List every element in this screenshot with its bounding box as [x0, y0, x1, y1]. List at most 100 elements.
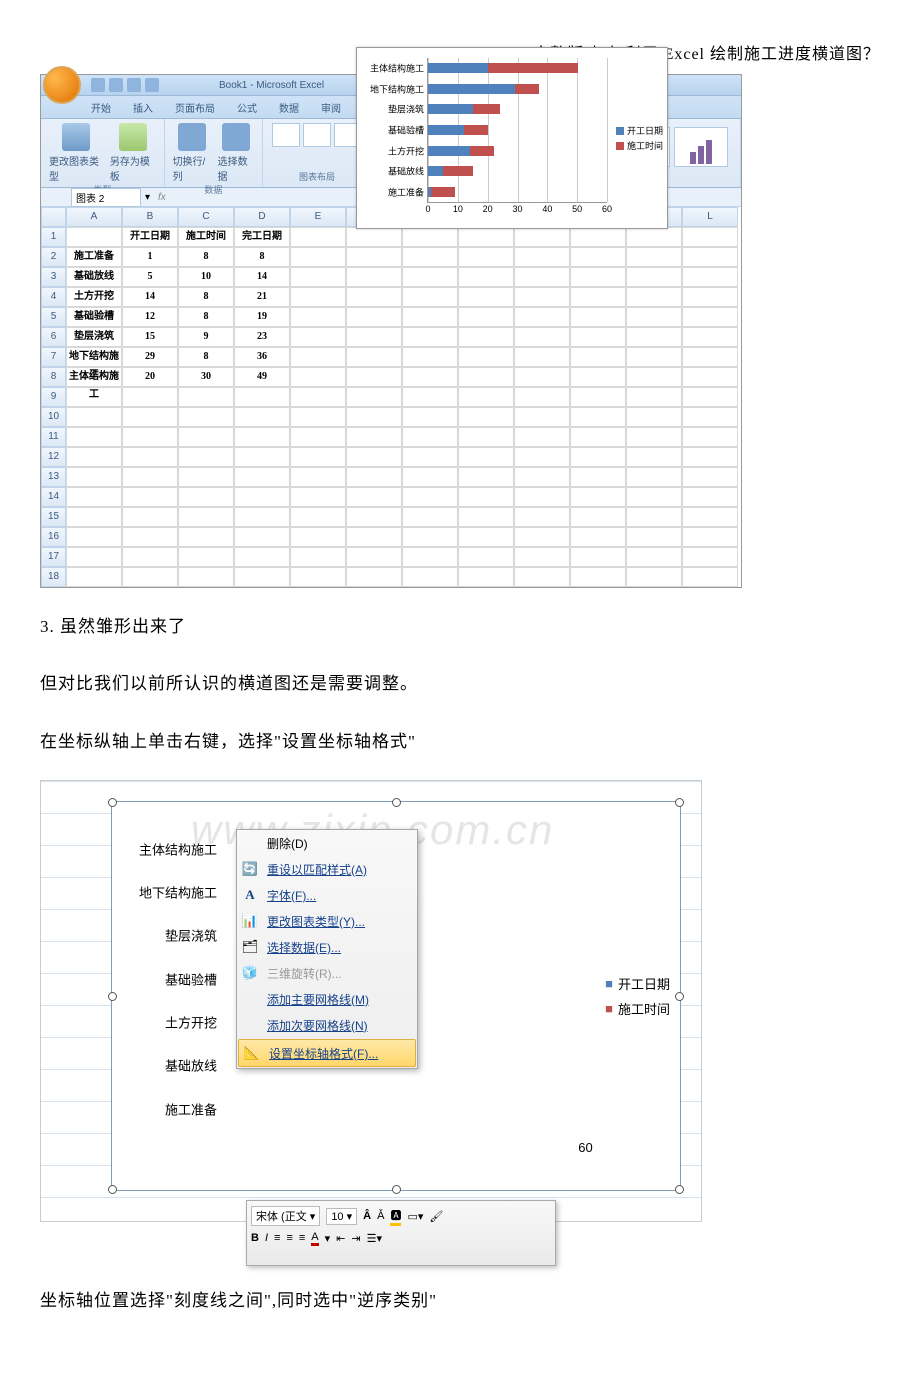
table-row: 垫层浇筑15923: [66, 327, 741, 347]
menu-label: 三维旋转(R)...: [267, 965, 342, 982]
cell: [458, 427, 514, 447]
cell: [458, 527, 514, 547]
cell: 土方开挖: [66, 287, 122, 307]
fx-label: fx: [158, 192, 166, 203]
y-label: 主体结构施工: [370, 62, 428, 75]
chart-style-swatch: [674, 127, 728, 167]
cell: [66, 387, 122, 407]
ribbon-tab: 审阅: [311, 97, 351, 118]
cell: [682, 347, 738, 367]
cell: 30: [178, 367, 234, 387]
cell: [626, 507, 682, 527]
italic-button: I: [265, 1232, 268, 1244]
row-header: 2: [41, 247, 66, 267]
cell: [682, 327, 738, 347]
name-box: 图表 2: [71, 188, 141, 207]
cell: [626, 267, 682, 287]
cell: [122, 447, 178, 467]
context-menu-item[interactable]: A字体(F)...: [237, 882, 417, 908]
context-menu-item[interactable]: 🔄重设以匹配样式(A): [237, 856, 417, 882]
cell: [402, 447, 458, 467]
cell: [626, 407, 682, 427]
row-header: 15: [41, 507, 66, 527]
context-menu-item[interactable]: 添加主要网格线(M): [237, 986, 417, 1012]
context-menu-item[interactable]: 添加次要网格线(N): [237, 1012, 417, 1038]
cell: [570, 527, 626, 547]
cell: [682, 547, 738, 567]
cell: [346, 267, 402, 287]
table-row: [66, 547, 741, 567]
cell: [682, 567, 738, 587]
save-template-button: 另存为模板: [110, 123, 156, 183]
cell: [402, 547, 458, 567]
context-menu-item[interactable]: 📊更改图表类型(Y)...: [237, 908, 417, 934]
legend-label: 施工时间: [618, 999, 670, 1018]
cell: [346, 347, 402, 367]
cell: [346, 227, 402, 247]
cell: [290, 287, 346, 307]
cell: [346, 427, 402, 447]
legend-swatch-2: [616, 142, 624, 150]
col-header: B: [122, 207, 178, 227]
table-row: [66, 427, 741, 447]
menu-icon: 🧊: [241, 964, 259, 982]
cell: [626, 347, 682, 367]
cell: [234, 427, 290, 447]
chart-legend: 开工日期 施工时间: [616, 122, 663, 154]
bar-series2: [443, 166, 473, 176]
cell: [290, 487, 346, 507]
col-header: A: [66, 207, 122, 227]
group-layout-label: 图表布局: [299, 170, 335, 183]
cell: [290, 467, 346, 487]
context-menu-item[interactable]: 📐设置坐标轴格式(F)...: [238, 1039, 416, 1067]
context-menu-item[interactable]: 🗂选择数据(E)...: [237, 934, 417, 960]
cell: [458, 387, 514, 407]
x-tick-60: 60: [578, 1140, 592, 1155]
cell: [234, 447, 290, 467]
row-header: 8: [41, 367, 66, 387]
cell: [514, 447, 570, 467]
cell: [402, 487, 458, 507]
change-chart-type-label: 更改图表类型: [49, 153, 104, 183]
context-menu-item[interactable]: 删除(D): [237, 830, 417, 856]
chart-legend-2: ■开工日期■施工时间: [605, 968, 670, 1024]
quick-access-toolbar: [91, 78, 159, 92]
cell: [346, 287, 402, 307]
cell: [402, 267, 458, 287]
cell: [514, 427, 570, 447]
row-header: 6: [41, 327, 66, 347]
embedded-chart: 0102030405060主体结构施工地下结构施工垫层浇筑基础验槽土方开挖基础放…: [356, 47, 668, 229]
cell: [290, 547, 346, 567]
group-type: 更改图表类型 另存为模板 类型: [41, 119, 165, 187]
cell: [458, 467, 514, 487]
cell: 基础放线: [66, 267, 122, 287]
cell: [458, 287, 514, 307]
cell: [458, 227, 514, 247]
menu-label: 添加主要网格线(M): [267, 991, 369, 1008]
cell: [290, 427, 346, 447]
cell: [682, 247, 738, 267]
cell: [682, 467, 738, 487]
cell: [66, 467, 122, 487]
legend-swatch: ■: [605, 1001, 613, 1017]
select-data-button: 选择数据: [218, 123, 255, 183]
cell: [346, 247, 402, 267]
bar-row: [428, 166, 473, 176]
bar-series1: [428, 63, 488, 73]
step3-p2: 在坐标纵轴上单击右键，选择"设置坐标轴格式": [40, 723, 880, 760]
cell: [346, 487, 402, 507]
table-row: [66, 467, 741, 487]
cell: [178, 387, 234, 407]
bar-series1: [428, 125, 464, 135]
cell: [682, 427, 738, 447]
cell: [626, 307, 682, 327]
bar-row: [428, 125, 488, 135]
cell: [122, 427, 178, 447]
cell: [514, 307, 570, 327]
cell: [570, 387, 626, 407]
cell: [402, 467, 458, 487]
x-tick: 40: [542, 202, 552, 214]
cell: [178, 567, 234, 587]
context-menu-item[interactable]: 🧊 三维旋转(R)...: [237, 960, 417, 986]
cell: [346, 447, 402, 467]
